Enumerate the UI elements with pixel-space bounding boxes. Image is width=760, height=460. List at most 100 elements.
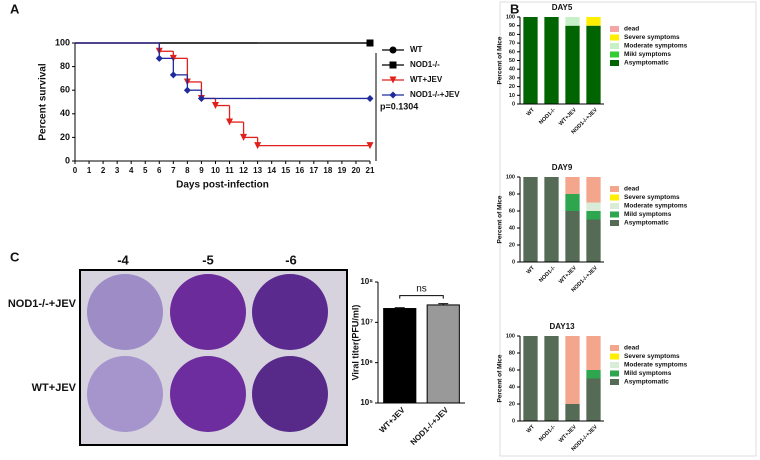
- annotation: ns: [416, 283, 427, 294]
- x-tick-label: NOD1-/-+JEV: [409, 405, 451, 447]
- x-tick-label: WT+JEV: [558, 265, 578, 285]
- marker: [226, 118, 234, 126]
- y-tick-label: 40: [509, 225, 515, 231]
- x-tick-label: 7: [171, 166, 176, 175]
- x-tick-label: 8: [185, 166, 190, 175]
- y-tick-label: 60: [60, 85, 70, 95]
- y-tick-label: 40: [509, 384, 515, 390]
- y-tick-label: 100: [506, 174, 515, 180]
- legend-swatch: [610, 60, 619, 66]
- legend-label: WT: [410, 45, 423, 54]
- dilution-label: -4: [117, 252, 129, 267]
- x-tick-label: NOD1-/-: [538, 424, 557, 443]
- y-tick-label: 10⁷: [361, 317, 373, 326]
- marker: [254, 142, 262, 150]
- chart-title: DAY5: [552, 3, 573, 12]
- legend-label: dead: [624, 186, 639, 193]
- bar-segment: [565, 177, 580, 194]
- well: [252, 356, 328, 432]
- annotation: p=0.1304: [380, 101, 418, 111]
- x-tick-label: 15: [281, 166, 290, 175]
- legend-label: Moderate symptoms: [624, 362, 688, 369]
- y-tick-label: 10⁵: [360, 398, 373, 407]
- y-tick-label: 80: [509, 350, 515, 356]
- y-tick-label: 10: [509, 93, 515, 99]
- panel-b-frame: [499, 1, 757, 457]
- y-axis-label: Percent of Mice: [497, 36, 504, 84]
- legend-swatch: [610, 370, 619, 377]
- legend-swatch: [610, 345, 619, 351]
- legend-swatch: [610, 362, 619, 368]
- well: [87, 356, 163, 432]
- legend-swatch: [610, 26, 619, 32]
- bar-segment: [565, 404, 580, 421]
- marker: [197, 94, 205, 102]
- legend-label: Asymptomatic: [624, 220, 669, 227]
- legend-marker: [389, 61, 397, 69]
- y-tick-label: 0: [512, 101, 515, 107]
- x-tick-label: 10: [211, 166, 220, 175]
- x-tick-label: 0: [73, 166, 78, 175]
- row-label: WT+JEV: [32, 382, 77, 394]
- y-tick-label: 40: [60, 108, 70, 118]
- y-tick-label: 80: [509, 191, 515, 197]
- x-tick-label: WT: [526, 424, 537, 435]
- x-tick-label: WT+JEV: [377, 405, 407, 435]
- x-tick-label: 14: [267, 166, 276, 175]
- bar-segment: [586, 17, 601, 26]
- marker: [366, 94, 374, 102]
- marker: [169, 71, 177, 79]
- bar-segment: [565, 25, 580, 105]
- legend-swatch: [610, 220, 619, 226]
- y-tick-label: 60: [509, 208, 515, 214]
- x-tick-label: 21: [366, 166, 375, 175]
- bar-segment: [544, 336, 559, 421]
- y-tick-label: 70: [509, 41, 515, 47]
- y-axis-label: Percent survival: [38, 63, 49, 140]
- legend-label: Moderate symptoms: [624, 203, 688, 210]
- y-tick-label: 0: [65, 155, 70, 165]
- y-axis-label: Percent of Mice: [497, 195, 504, 243]
- marker: [211, 102, 219, 110]
- y-tick-label: 10⁸: [360, 277, 373, 286]
- bar-segment: [586, 25, 601, 105]
- bar-segment: [523, 17, 538, 104]
- marker: [183, 86, 191, 94]
- well: [87, 274, 163, 350]
- bar-segment: [586, 202, 601, 211]
- y-tick-label: 20: [509, 242, 515, 248]
- significance-bracket: [399, 295, 444, 299]
- y-tick-label: 100: [506, 333, 515, 339]
- y-tick-label: 20: [509, 401, 515, 407]
- bar-segment: [565, 336, 580, 404]
- y-tick-label: 0: [512, 259, 515, 265]
- y-tick-label: 40: [509, 67, 515, 73]
- y-tick-label: 50: [509, 58, 515, 64]
- chart-title: DAY13: [549, 322, 575, 331]
- y-tick-label: 10⁶: [360, 358, 373, 367]
- legend-label: Asymptomatic: [624, 379, 669, 386]
- x-tick-label: 6: [157, 166, 162, 175]
- x-tick-label: WT: [526, 107, 537, 118]
- dilution-label: -5: [202, 252, 214, 267]
- y-tick-label: 100: [506, 14, 515, 20]
- bar-segment: [586, 370, 601, 379]
- legend-swatch: [610, 34, 619, 41]
- legend-swatch: [610, 203, 619, 209]
- y-tick-label: 60: [509, 49, 515, 55]
- well: [252, 274, 328, 350]
- well: [170, 356, 246, 432]
- x-tick-label: WT+JEV: [558, 424, 578, 444]
- legend-swatch: [610, 353, 619, 360]
- x-tick-label: NOD1-/-: [538, 265, 557, 284]
- marker: [366, 39, 374, 47]
- bar-segment: [523, 336, 538, 421]
- marker: [366, 142, 374, 150]
- bar: [426, 304, 460, 404]
- x-tick-label: 1: [87, 166, 92, 175]
- plate-photo: [79, 269, 348, 446]
- panel-label: B: [510, 1, 519, 16]
- y-tick-label: 0: [512, 418, 515, 424]
- y-tick-label: 100: [55, 37, 70, 47]
